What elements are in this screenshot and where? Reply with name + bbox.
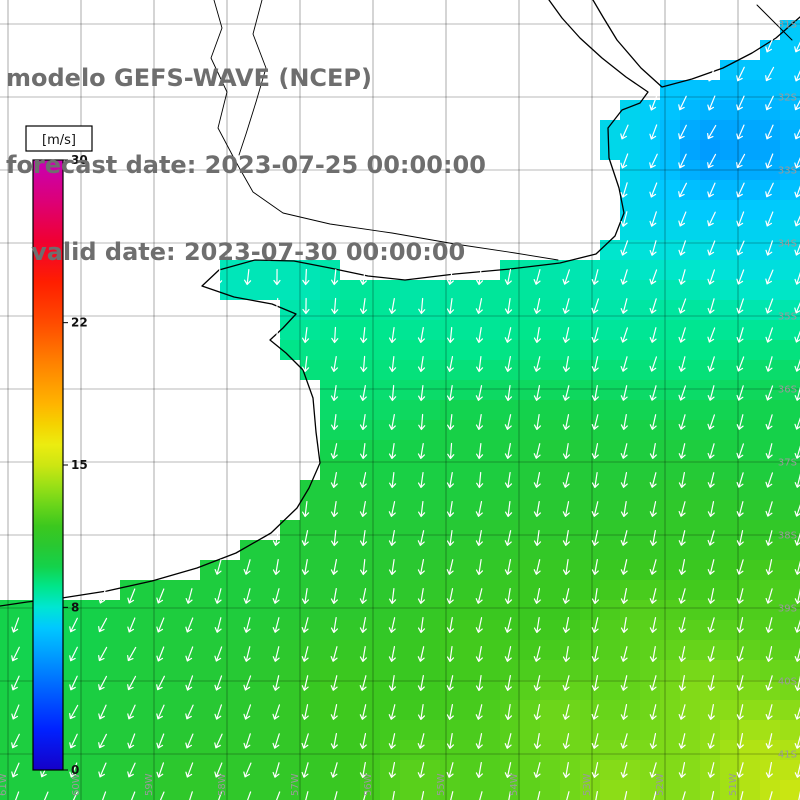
svg-text:22: 22 [71, 316, 88, 330]
svg-text:31S: 31S [778, 20, 797, 31]
svg-text:57W: 57W [290, 773, 301, 796]
svg-text:41S: 41S [778, 750, 797, 761]
wave-direction-arrows [11, 37, 800, 800]
coastline-layer [0, 0, 800, 607]
svg-text:38S: 38S [778, 531, 797, 542]
svg-text:55W: 55W [436, 773, 447, 796]
forecast-date-line: forecast date: 2023-07-25 00:00:00 [6, 151, 486, 179]
svg-text:40S: 40S [778, 677, 797, 688]
svg-text:58W: 58W [217, 773, 228, 796]
svg-text:59W: 59W [144, 773, 155, 796]
svg-text:51W: 51W [728, 773, 739, 796]
map-titles: modelo GEFS-WAVE (NCEP) forecast date: 2… [6, 6, 486, 325]
svg-text:35S: 35S [778, 312, 797, 323]
svg-text:15: 15 [71, 458, 88, 472]
svg-text:52W: 52W [655, 773, 666, 796]
latlon-labels: 31S 32S 33S 34S 35S 36S 37S 38S 39S 40S 41S 61W 60W 5… [0, 20, 797, 797]
svg-text:34S: 34S [778, 239, 797, 250]
svg-text:36S: 36S [778, 385, 797, 396]
model-title: modelo GEFS-WAVE (NCEP) [6, 64, 372, 92]
svg-text:8: 8 [71, 600, 79, 614]
svg-text:32S: 32S [778, 93, 797, 104]
svg-text:54W: 54W [509, 773, 520, 796]
svg-text:37S: 37S [778, 458, 797, 469]
svg-text:60W: 60W [71, 773, 82, 796]
svg-text:53W: 53W [582, 773, 593, 796]
svg-text:56W: 56W [363, 773, 374, 796]
svg-text:0: 0 [71, 763, 79, 777]
svg-text:33S: 33S [778, 166, 797, 177]
colorbar: 30 22 15 8 0 [m/s] [25, 125, 93, 777]
svg-text:61W: 61W [0, 773, 9, 796]
valid-date-line: valid date: 2023-07-30 00:00:00 [6, 238, 466, 266]
svg-text:30: 30 [71, 153, 88, 167]
svg-text:39S: 39S [778, 604, 797, 615]
svg-text:[m/s]: [m/s] [42, 133, 76, 148]
